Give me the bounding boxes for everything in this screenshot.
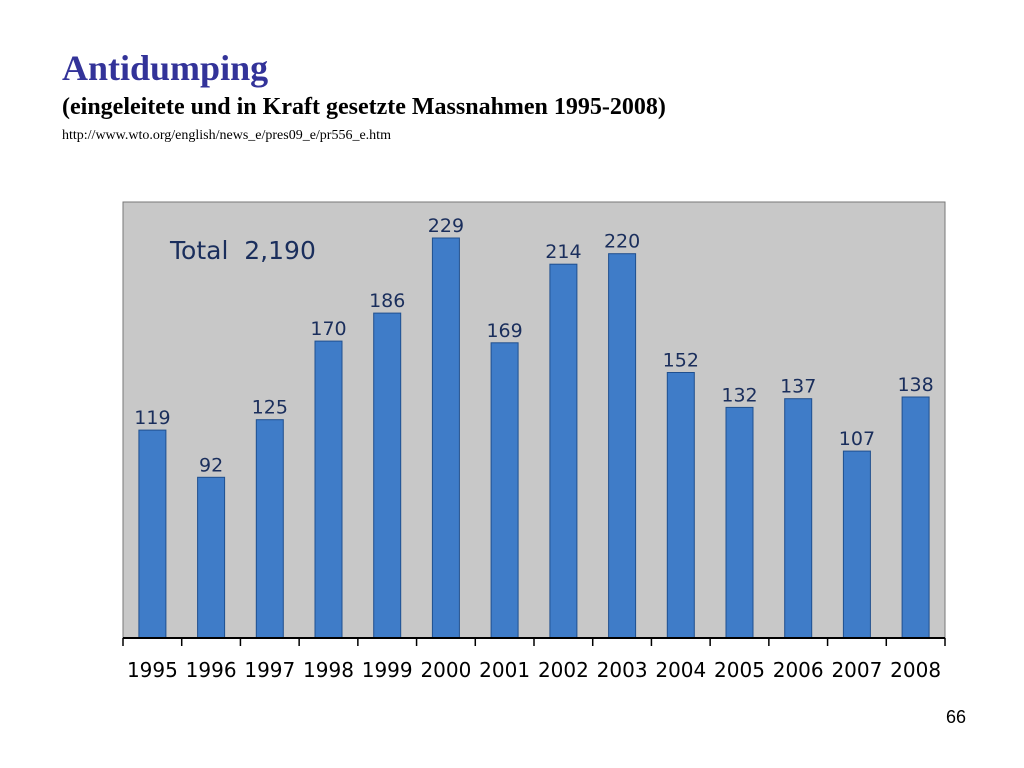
- bar-1997: [255, 419, 284, 639]
- x-tick-label-1996: 1996: [186, 658, 237, 682]
- bar-2004: [666, 372, 695, 639]
- value-label-2004: 152: [663, 350, 699, 372]
- bar-2000: [431, 237, 460, 639]
- total-annotation: Total 2,190: [169, 236, 316, 265]
- x-tick-label-1999: 1999: [362, 658, 413, 682]
- value-label-2007: 107: [839, 428, 875, 450]
- bar-1996: [197, 476, 226, 639]
- x-tick-label-1995: 1995: [127, 658, 178, 682]
- bars-layer: [138, 237, 930, 639]
- value-label-1999: 186: [369, 290, 405, 312]
- value-label-1996: 92: [199, 454, 223, 476]
- bar-2008: [901, 396, 930, 639]
- bar-2006: [784, 398, 813, 639]
- bar-1999: [373, 312, 402, 639]
- plot-background: [122, 201, 946, 639]
- bar-2002: [549, 263, 578, 639]
- value-label-2000: 229: [428, 215, 464, 237]
- x-tick-label-1998: 1998: [303, 658, 354, 682]
- bar-1995: [138, 429, 167, 639]
- value-label-1997: 125: [252, 397, 288, 419]
- x-tick-label-2003: 2003: [597, 658, 648, 682]
- value-labels-layer: 119 92 125 170 186 229 169 214 220 152 132 137 107 13…: [134, 215, 933, 476]
- x-tick-label-2004: 2004: [655, 658, 706, 682]
- x-tick-label-2002: 2002: [538, 658, 589, 682]
- value-label-2003: 220: [604, 231, 640, 253]
- x-tick-label-2008: 2008: [890, 658, 941, 682]
- page-number: 66: [945, 707, 966, 727]
- x-tick-label-2000: 2000: [420, 658, 471, 682]
- x-tick-labels-layer: 1995 1996 1997 1998 1999 2000 2001 2002 2003 2004…: [127, 658, 941, 682]
- value-label-2001: 169: [486, 320, 522, 342]
- value-label-2002: 214: [545, 241, 581, 263]
- value-label-1995: 119: [134, 407, 170, 429]
- bar-2007: [842, 450, 871, 639]
- value-label-2006: 137: [780, 376, 816, 398]
- value-label-1998: 170: [310, 318, 346, 340]
- slide-title: Antidumping: [62, 48, 269, 88]
- x-ticks-layer: [122, 638, 946, 646]
- x-tick-label-2001: 2001: [479, 658, 530, 682]
- value-label-2008: 138: [897, 374, 933, 396]
- bar-2005: [725, 406, 754, 639]
- bar-2003: [608, 253, 637, 639]
- x-tick-label-2005: 2005: [714, 658, 765, 682]
- source-url[interactable]: http://www.wto.org/english/news_e/pres09…: [62, 128, 391, 143]
- x-tick-label-1997: 1997: [244, 658, 295, 682]
- bar-1998: [314, 340, 343, 639]
- slide-subtitle: (eingeleitete und in Kraft gesetzte Mass…: [62, 94, 666, 120]
- bar-2001: [490, 342, 519, 639]
- x-tick-label-2006: 2006: [773, 658, 824, 682]
- x-tick-label-2007: 2007: [831, 658, 882, 682]
- value-label-2005: 132: [721, 384, 757, 406]
